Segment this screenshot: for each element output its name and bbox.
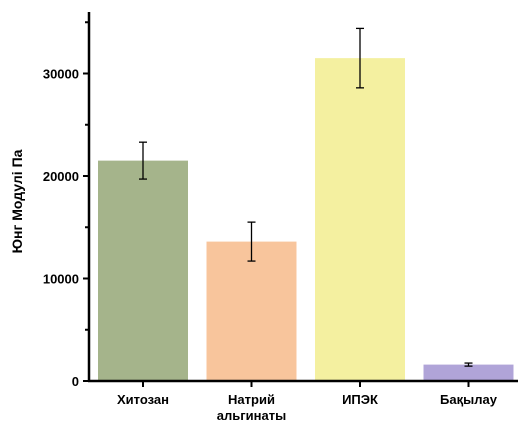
bars-layer — [98, 27, 514, 381]
x-category-label: ИПЭК — [342, 392, 378, 407]
y-tick-label: 0 — [72, 374, 79, 389]
y-axis-title: Юнг Модулі Па — [9, 149, 25, 253]
x-category-label: Бақылау — [440, 392, 498, 407]
bar — [206, 241, 297, 381]
y-tick-label: 10000 — [43, 272, 79, 287]
y-tick-label: 30000 — [43, 67, 79, 82]
y-tick-label: 20000 — [43, 169, 79, 184]
bar — [315, 58, 405, 381]
ticks-layer — [83, 21, 470, 387]
x-category-label: Хитозан — [117, 392, 169, 407]
x-category-label: Натрий — [228, 392, 275, 407]
x-category-label: альгинаты — [217, 408, 286, 423]
bar — [98, 160, 188, 381]
bar — [423, 364, 514, 381]
